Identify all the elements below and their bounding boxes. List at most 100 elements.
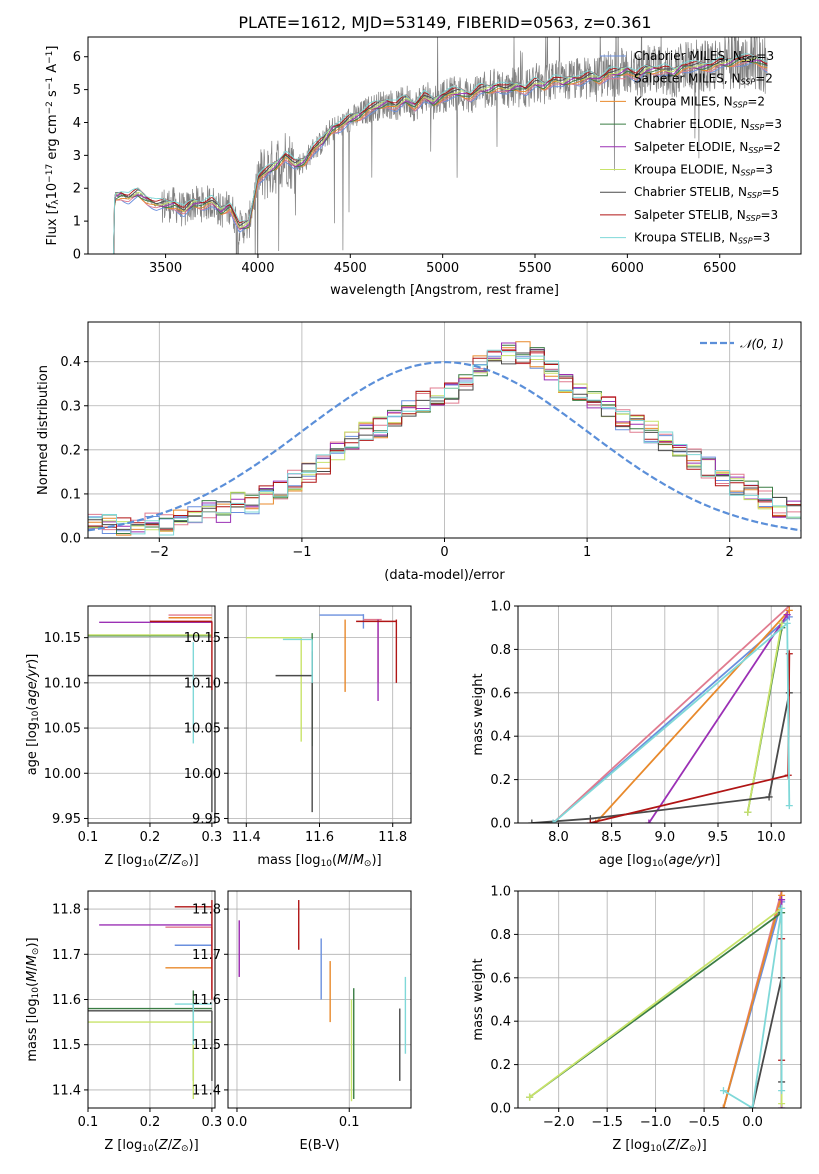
label-part: 10 — [321, 859, 333, 869]
y-tick-label: 0.8 — [490, 928, 511, 943]
y-tick-label: 11.8 — [192, 903, 221, 918]
label-part: Z [log — [612, 1138, 650, 1153]
legend-label-base: Kroupa ELODIE, N — [634, 163, 741, 177]
y-tick-label: 0.2 — [490, 1058, 511, 1073]
y-tick-label: 0.4 — [490, 1015, 511, 1030]
label-part: M — [25, 955, 40, 966]
y-tick-label: 0 — [73, 248, 81, 263]
label-part: Z [log — [104, 1138, 142, 1153]
label-part: −2 — [45, 101, 55, 114]
label-part: M — [337, 853, 348, 868]
x-tick-label: 0.2 — [140, 830, 161, 845]
errorbar-salpeter-stelib — [149, 620, 213, 691]
errorbar-salpeter-stelib — [356, 619, 398, 683]
x-tick-label: 3500 — [149, 261, 182, 276]
legend-label-tail: =3 — [755, 163, 773, 177]
legend-label-tail: =2 — [755, 72, 773, 86]
plot-area — [246, 614, 398, 813]
legend-label-salpeter-miles: Salpeter MILES, NSSP=2 — [634, 72, 773, 87]
y-axis-label: mass [log10(M/M⊙)] — [25, 937, 41, 1061]
y-tick-label: 11.4 — [192, 1083, 221, 1098]
y-tick-label: 11.5 — [192, 1038, 221, 1053]
histogram-kroupa-stelib — [88, 349, 801, 538]
chart-residuals: −2 −1 0 1 2 0.0 0.1 0.2 0.3 0.4 𝒩(0, 1) (data-model… — [36, 321, 802, 583]
y-tick-label: 11.8 — [52, 903, 81, 918]
weight-marker-kroupa-miles — [785, 606, 793, 614]
label-part: Z — [171, 1138, 182, 1153]
y-tick-label: 11.6 — [52, 993, 81, 1008]
weight-line-kroupa-stelib — [723, 908, 783, 1108]
label-part: mass [log — [257, 853, 320, 868]
weight-marker-kroupa-miles — [719, 1104, 727, 1108]
weight-line-kroupa-miles — [722, 895, 783, 1108]
legend-label-chabrier-stelib: Chabrier STELIB, NSSP=5 — [634, 185, 779, 200]
weight-marker-kroupa-stelib — [778, 904, 786, 912]
label-part: Flux [ — [45, 209, 60, 245]
label-part: M — [353, 853, 364, 868]
y-tick-label: 0.3 — [60, 399, 81, 414]
weight-marker-salpeter-elodie — [783, 611, 791, 619]
weight-marker-kroupa-stelib — [719, 1087, 727, 1095]
label-part: 10 — [652, 859, 664, 869]
y-tick-label: 1.0 — [490, 600, 511, 615]
legend-label-tail: =2 — [763, 140, 781, 154]
y-tick-label: 0.0 — [60, 532, 81, 547]
x-tick-label: 10.0 — [757, 830, 786, 845]
label-part: age/yr — [25, 662, 40, 705]
y-tick-label: 0.0 — [490, 817, 511, 832]
axes-frame — [87, 605, 216, 824]
y-tick-label: 0.6 — [490, 971, 511, 986]
chart-mass_vs_EBV: 0.0 0.1 11.4 11.5 11.6 11.7 11.8 E(B-V) — [192, 890, 412, 1153]
x-axis-label: (data-model)/error — [384, 568, 505, 583]
x-tick-label: 9.0 — [654, 830, 675, 845]
label-part: / — [25, 966, 40, 971]
x-tick-label: −2.0 — [543, 1115, 575, 1130]
label-part: )] — [189, 1138, 199, 1153]
errorbar-salpeter-stelib — [174, 900, 213, 1000]
x-tick-label: 0.2 — [140, 1115, 161, 1130]
weight-line-salpeter-miles — [552, 606, 790, 823]
axes-frame — [87, 36, 802, 255]
plot-area — [88, 341, 801, 538]
label-part: M — [25, 971, 40, 982]
legend-label-tail: =2 — [747, 94, 765, 108]
normal-curve-line — [88, 360, 801, 532]
plot-area — [112, 37, 768, 254]
y-tick-label: 10.10 — [184, 676, 221, 691]
y-tick-label: 10.00 — [184, 767, 221, 782]
label-part: f — [45, 202, 60, 209]
y-tick-label: 10.15 — [44, 631, 81, 646]
axes-frame — [87, 890, 216, 1109]
chart-weight_vs_age: 8.0 8.5 9.0 9.5 10.0 0.0 0.2 0.4 0.6 0.8 1.0 age [l… — [471, 600, 802, 869]
plot-area — [88, 900, 213, 1099]
y-axis-label: Normed distribution — [36, 365, 51, 495]
legend-label-base: Chabrier STELIB, N — [634, 185, 747, 199]
x-tick-label: 11.6 — [305, 830, 334, 845]
model-line-kroupa-miles — [113, 60, 768, 254]
legend-label-salpeter-elodie: Salpeter ELODIE, NSSP=2 — [634, 140, 781, 155]
label-part: ⊙ — [181, 859, 189, 869]
x-axis-label: E(B-V) — [299, 1138, 339, 1153]
label-part: erg cm — [45, 114, 60, 163]
weight-marker-kroupa-elodie — [526, 1093, 534, 1101]
y-tick-label: 0.4 — [490, 730, 511, 745]
legend-label-sub: SSP — [738, 237, 753, 246]
x-tick-label: 4000 — [241, 261, 274, 276]
x-tick-label: −2 — [150, 545, 169, 560]
weight-marker-kroupa-stelib — [785, 802, 793, 810]
label-part: 10 — [31, 987, 41, 999]
y-tick-label: 10.00 — [44, 767, 81, 782]
legend-label-sub: SSP — [747, 191, 762, 200]
y-tick-label: 11.7 — [192, 948, 221, 963]
figure-title: PLATE=1612, MJD=53149, FIBERID=0563, z=0… — [238, 13, 651, 32]
y-tick-label: 0.8 — [490, 643, 511, 658]
label-part: Z — [158, 1138, 169, 1153]
legend-label-sub: SSP — [733, 100, 748, 109]
label-part: mass [log — [25, 998, 40, 1061]
x-tick-label: 0.0 — [742, 1115, 763, 1130]
label-part: Z — [666, 1138, 677, 1153]
axes-frame — [87, 321, 802, 539]
x-tick-label: 8.0 — [548, 830, 569, 845]
